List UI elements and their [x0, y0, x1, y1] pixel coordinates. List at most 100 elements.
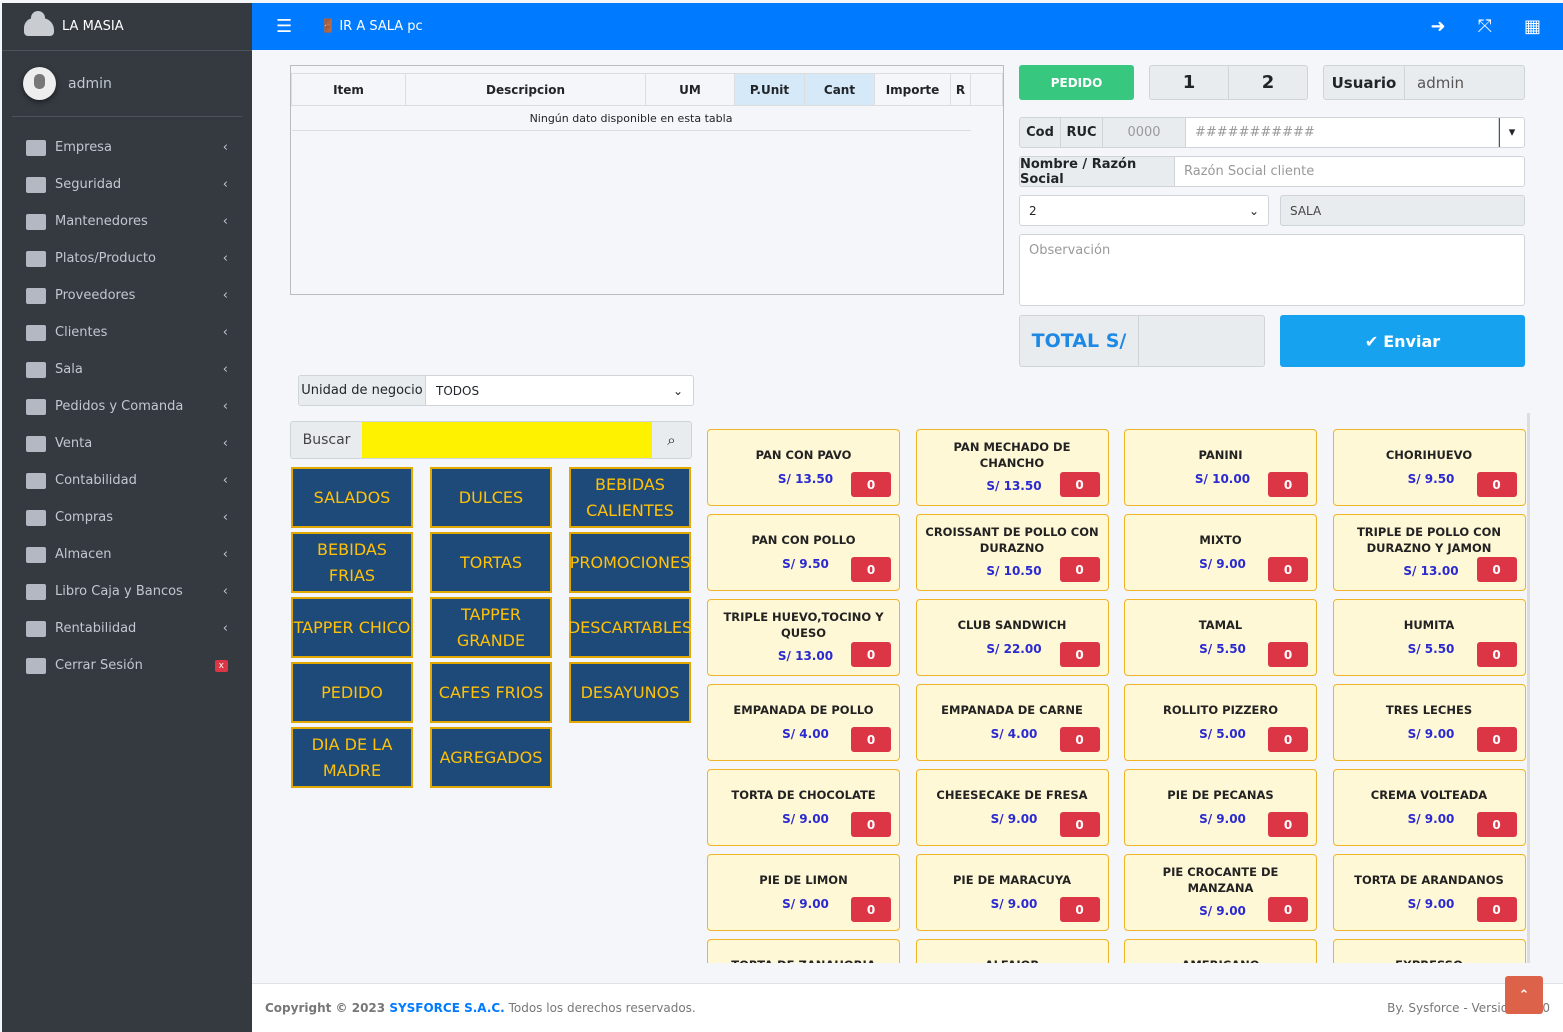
product-qty-badge[interactable]: 0: [851, 557, 891, 582]
product-qty-badge[interactable]: 0: [1059, 727, 1100, 752]
product-qty-badge[interactable]: 0: [851, 472, 891, 497]
product-qty-badge[interactable]: 0: [1268, 897, 1308, 922]
sidebar-item-proveedores[interactable]: Proveedores ‹: [2, 277, 252, 314]
sidebar-item-compras[interactable]: Compras ‹: [2, 499, 252, 536]
mesa-select[interactable]: 2 ⌄: [1019, 195, 1269, 226]
product-card[interactable]: CHEESECAKE DE FRESA S/ 9.00 0: [915, 769, 1109, 846]
product-card[interactable]: PIE CROCANTE DE MANZANA S/ 9.00 0: [1124, 854, 1317, 931]
product-card[interactable]: PIE DE LIMON S/ 9.00 0: [707, 854, 900, 931]
ruc-input[interactable]: ###########: [1186, 118, 1499, 147]
sidebar-item-libro-caja-y-bancos[interactable]: Libro Caja y Bancos ‹: [2, 573, 252, 610]
product-card[interactable]: CROISSANT DE POLLO CON DURAZNO S/ 10.50 0: [915, 514, 1109, 591]
category-button[interactable]: PROMOCIONES: [569, 532, 691, 593]
column-header[interactable]: Cant: [804, 73, 875, 106]
category-button[interactable]: CAFES FRIOS: [430, 662, 552, 723]
product-card[interactable]: ROLLITO PIZZERO S/ 5.00 0: [1124, 684, 1317, 761]
company-link[interactable]: SYSFORCE S.A.C.: [389, 1001, 505, 1015]
sign-in-icon[interactable]: ➜: [1430, 16, 1446, 37]
razon-social-input[interactable]: Razón Social cliente: [1175, 157, 1524, 186]
number-1-button[interactable]: 1: [1150, 66, 1229, 99]
product-card[interactable]: PAN CON POLLO S/ 9.50 0: [707, 514, 900, 591]
category-button[interactable]: DESAYUNOS: [569, 662, 691, 723]
pedido-button[interactable]: PEDIDO: [1019, 65, 1134, 100]
product-qty-badge[interactable]: 0: [851, 897, 891, 922]
fullscreen-icon[interactable]: ⤧: [1477, 16, 1492, 37]
product-qty-badge[interactable]: 0: [1268, 557, 1308, 582]
sidebar-item-empresa[interactable]: Empresa ‹: [2, 129, 252, 166]
category-button[interactable]: TAPPER GRANDE: [430, 597, 552, 658]
search-input[interactable]: [362, 422, 652, 458]
sidebar-item-clientes[interactable]: Clientes ‹: [2, 314, 252, 351]
product-card[interactable]: EMPANADA DE CARNE S/ 4.00 0: [915, 684, 1109, 761]
product-card[interactable]: TORTA DE ARANDANOS S/ 9.00 0: [1332, 854, 1526, 931]
sidebar-item-venta[interactable]: Venta ‹: [2, 425, 252, 462]
product-qty-badge[interactable]: 0: [1476, 897, 1517, 922]
product-qty-badge[interactable]: 0: [1476, 642, 1517, 667]
category-button[interactable]: TAPPER CHICO: [291, 597, 413, 658]
sidebar-item-rentabilidad[interactable]: Rentabilidad ‹: [2, 610, 252, 647]
grid-icon[interactable]: ▦: [1523, 16, 1541, 37]
product-qty-badge[interactable]: 0: [1476, 472, 1517, 497]
category-button[interactable]: BEBIDAS CALIENTES: [569, 467, 691, 528]
product-qty-badge[interactable]: 0: [1268, 727, 1308, 752]
product-qty-badge[interactable]: 0: [1476, 727, 1517, 752]
observacion-textarea[interactable]: Observación: [1019, 234, 1525, 306]
product-card[interactable]: ALFAJOR: [915, 939, 1109, 963]
user-panel[interactable]: admin: [12, 51, 242, 117]
product-card[interactable]: CHORIHUEVO S/ 9.50 0: [1332, 429, 1526, 506]
product-qty-badge[interactable]: 0: [1059, 642, 1100, 667]
product-card[interactable]: TRIPLE DE POLLO CON DURAZNO Y JAMON S/ 13…: [1332, 514, 1526, 591]
category-button[interactable]: TORTAS: [430, 532, 552, 593]
product-card[interactable]: PIE DE MARACUYA S/ 9.00 0: [915, 854, 1109, 931]
product-card[interactable]: CREMA VOLTEADA S/ 9.00 0: [1332, 769, 1526, 846]
category-button[interactable]: SALADOS: [291, 467, 413, 528]
column-header[interactable]: R: [950, 73, 971, 106]
category-button[interactable]: PEDIDO: [291, 662, 413, 723]
product-card[interactable]: PAN MECHADO DE CHANCHO S/ 13.50 0: [915, 429, 1109, 506]
ruc-dropdown-caret-icon[interactable]: ▾: [1499, 118, 1524, 147]
product-card[interactable]: EXPRESSO: [1332, 939, 1526, 963]
unidad-select[interactable]: TODOS ⌄: [426, 376, 693, 405]
column-header[interactable]: Importe: [874, 73, 951, 106]
category-button[interactable]: BEBIDAS FRIAS: [291, 532, 413, 593]
product-qty-badge[interactable]: 0: [851, 642, 891, 667]
column-header[interactable]: Descripcion: [405, 73, 646, 106]
product-card[interactable]: EMPANADA DE POLLO S/ 4.00 0: [707, 684, 900, 761]
product-qty-badge[interactable]: 0: [851, 812, 891, 837]
sidebar-item-cerrar-sesi-n[interactable]: Cerrar Sesión x: [2, 647, 252, 684]
brand-link[interactable]: LA MASIA: [2, 3, 252, 51]
product-card[interactable]: TRES LECHES S/ 9.00 0: [1332, 684, 1526, 761]
sidebar-item-contabilidad[interactable]: Contabilidad ‹: [2, 462, 252, 499]
column-header[interactable]: Item: [291, 73, 406, 106]
number-2-button[interactable]: 2: [1261, 72, 1275, 93]
sidebar-item-sala[interactable]: Sala ‹: [2, 351, 252, 388]
product-card[interactable]: PAN CON PAVO S/ 13.50 0: [707, 429, 900, 506]
go-to-sala-link[interactable]: 🚪 IR A SALA pc: [320, 19, 423, 34]
product-qty-badge[interactable]: 0: [1059, 557, 1100, 582]
sidebar-item-almacen[interactable]: Almacen ‹: [2, 536, 252, 573]
products-grid[interactable]: PAN CON PAVO S/ 13.50 0 PAN MECHADO DE CHAN…: [700, 413, 1530, 963]
product-card[interactable]: AMERICANO: [1124, 939, 1317, 963]
product-qty-badge[interactable]: 0: [1059, 897, 1100, 922]
product-qty-badge[interactable]: 0: [1476, 557, 1517, 582]
product-qty-badge[interactable]: 0: [851, 727, 891, 752]
product-qty-badge[interactable]: 0: [1268, 642, 1308, 667]
product-qty-badge[interactable]: 0: [1476, 812, 1517, 837]
product-qty-badge[interactable]: 0: [1059, 472, 1100, 497]
category-button[interactable]: DIA DE LA MADRE: [291, 727, 413, 788]
product-card[interactable]: TRIPLE HUEVO,TOCINO Y QUESO S/ 13.00 0: [707, 599, 900, 676]
product-qty-badge[interactable]: 0: [1268, 472, 1308, 497]
column-header[interactable]: P.Unit: [734, 73, 805, 106]
sidebar-item-platos-producto[interactable]: Platos/Producto ‹: [2, 240, 252, 277]
product-card[interactable]: PANINI S/ 10.00 0: [1124, 429, 1317, 506]
product-card[interactable]: TORTA DE CHOCOLATE S/ 9.00 0: [707, 769, 900, 846]
product-card[interactable]: TAMAL S/ 5.50 0: [1124, 599, 1317, 676]
product-qty-badge[interactable]: 0: [1059, 812, 1100, 837]
product-card[interactable]: MIXTO S/ 9.00 0: [1124, 514, 1317, 591]
product-card[interactable]: CLUB SANDWICH S/ 22.00 0: [915, 599, 1109, 676]
column-header[interactable]: UM: [645, 73, 735, 106]
category-button[interactable]: DULCES: [430, 467, 552, 528]
menu-toggle-icon[interactable]: ☰: [276, 16, 293, 37]
sidebar-item-seguridad[interactable]: Seguridad ‹: [2, 166, 252, 203]
product-card[interactable]: TORTA DE ZANAHORIA: [707, 939, 900, 963]
